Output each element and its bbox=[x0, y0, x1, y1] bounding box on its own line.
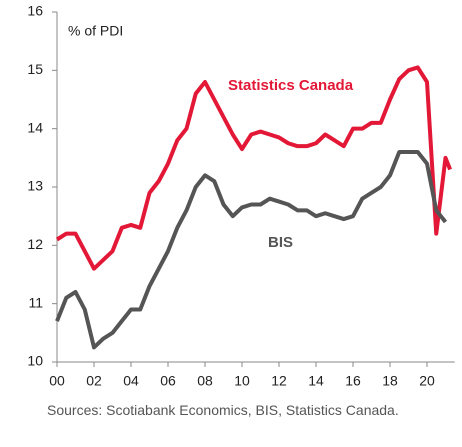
y-tick-label: 14 bbox=[27, 119, 43, 135]
line-series bbox=[55, 150, 448, 350]
y-axis-label: % of PDI bbox=[68, 23, 123, 39]
x-tick-label: 20 bbox=[419, 373, 435, 389]
series-label: BIS bbox=[268, 234, 293, 251]
y-tick-label: 13 bbox=[27, 178, 43, 194]
y-tick-label: 11 bbox=[28, 294, 43, 310]
y-tick-label: 16 bbox=[27, 3, 43, 19]
y-tick-label: 10 bbox=[27, 353, 43, 369]
source-note: Sources: Scotiabank Economics, BIS, Stat… bbox=[47, 402, 399, 418]
x-tick-label: 18 bbox=[382, 373, 398, 389]
x-tick-label: 02 bbox=[86, 373, 102, 389]
x-tick-label: 10 bbox=[234, 373, 250, 389]
x-tick-label: 12 bbox=[271, 373, 287, 389]
series-label: Statistics Canada bbox=[228, 77, 354, 94]
line-series bbox=[55, 65, 452, 271]
y-tick-label: 15 bbox=[27, 61, 43, 77]
x-tick-label: 00 bbox=[49, 373, 65, 389]
x-tick-label: 04 bbox=[123, 373, 139, 389]
x-tick-label: 08 bbox=[197, 373, 213, 389]
x-tick-label: 14 bbox=[308, 373, 324, 389]
x-tick-label: 06 bbox=[160, 373, 176, 389]
chart: % of PDI 10 11 12 13 14 15 16 00 02 04 06 08 10 12 14 1… bbox=[27, 3, 455, 389]
x-tick-label: 16 bbox=[345, 373, 361, 389]
y-tick-label: 12 bbox=[27, 236, 43, 252]
